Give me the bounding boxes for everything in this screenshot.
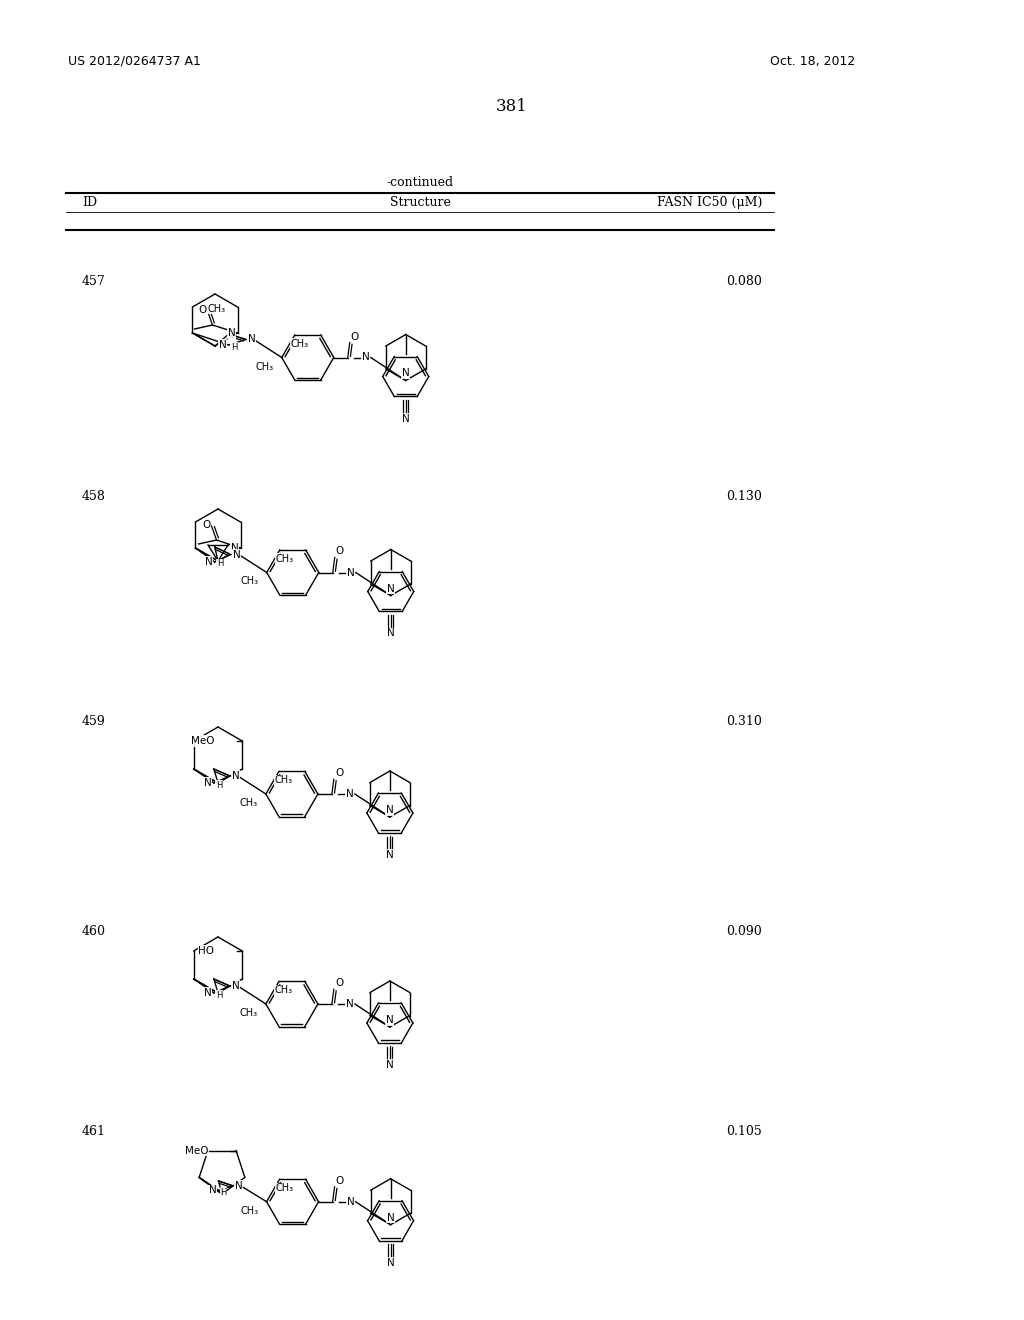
Text: 0.130: 0.130 (726, 490, 762, 503)
Text: N: N (347, 568, 354, 578)
Text: 459: 459 (82, 715, 105, 729)
Text: H: H (216, 780, 222, 789)
Text: 0.080: 0.080 (726, 275, 762, 288)
Text: N: N (248, 334, 256, 345)
Text: N: N (205, 557, 213, 568)
Text: CH₃: CH₃ (275, 554, 294, 564)
Text: 461: 461 (82, 1125, 106, 1138)
Text: N: N (347, 1197, 354, 1206)
Text: CH₃: CH₃ (274, 775, 293, 785)
Text: N: N (234, 1180, 243, 1191)
Text: N: N (361, 352, 370, 363)
Text: CH₃: CH₃ (256, 362, 273, 371)
Text: H: H (217, 560, 223, 569)
Text: HO: HO (199, 946, 214, 956)
Text: CH₃: CH₃ (241, 1205, 259, 1216)
Text: N: N (401, 368, 410, 379)
Text: O: O (335, 978, 343, 987)
Text: CH₃: CH₃ (274, 986, 293, 995)
Text: N: N (387, 583, 394, 594)
Text: CH₃: CH₃ (240, 799, 258, 808)
Text: MeO: MeO (184, 1146, 208, 1155)
Text: O: O (351, 331, 359, 342)
Text: O: O (199, 305, 207, 315)
Text: CH₃: CH₃ (208, 304, 225, 314)
Text: CH₃: CH₃ (240, 1008, 258, 1018)
Text: FASN IC50 (μM): FASN IC50 (μM) (656, 195, 762, 209)
Text: Oct. 18, 2012: Oct. 18, 2012 (770, 55, 855, 69)
Text: O: O (335, 768, 343, 777)
Text: N: N (227, 327, 236, 338)
Text: N: N (219, 341, 226, 350)
Text: -continued: -continued (386, 176, 454, 189)
Text: N: N (231, 981, 240, 991)
Text: N: N (204, 777, 212, 788)
Text: N: N (230, 543, 239, 553)
Text: N: N (387, 1213, 394, 1222)
Text: Structure: Structure (389, 195, 451, 209)
Text: N: N (387, 1258, 394, 1267)
Text: N: N (386, 1060, 394, 1071)
Text: 0.090: 0.090 (726, 925, 762, 939)
Text: US 2012/0264737 A1: US 2012/0264737 A1 (68, 55, 201, 69)
Text: 381: 381 (496, 98, 528, 115)
Text: MeO: MeO (190, 737, 214, 746)
Text: 458: 458 (82, 490, 105, 503)
Text: 0.310: 0.310 (726, 715, 762, 729)
Text: N: N (232, 549, 241, 560)
Text: N: N (204, 987, 212, 998)
Text: O: O (336, 546, 344, 557)
Text: CH₃: CH₃ (275, 1183, 294, 1193)
Text: CH₃: CH₃ (241, 577, 259, 586)
Text: H: H (216, 990, 222, 999)
Text: N: N (386, 1015, 394, 1026)
Text: ID: ID (82, 195, 97, 209)
Text: O: O (336, 1176, 344, 1185)
Text: 460: 460 (82, 925, 106, 939)
Text: CH₃: CH₃ (291, 339, 309, 348)
Text: H: H (220, 1188, 227, 1197)
Text: N: N (386, 850, 394, 861)
Text: N: N (209, 1185, 217, 1196)
Text: N: N (346, 999, 353, 1008)
Text: N: N (346, 789, 353, 799)
Text: 457: 457 (82, 275, 105, 288)
Text: 0.105: 0.105 (726, 1125, 762, 1138)
Text: N: N (401, 413, 410, 424)
Text: O: O (203, 520, 211, 531)
Text: N: N (387, 628, 394, 639)
Text: N: N (231, 771, 240, 781)
Text: N: N (386, 805, 394, 814)
Text: H: H (230, 342, 238, 351)
